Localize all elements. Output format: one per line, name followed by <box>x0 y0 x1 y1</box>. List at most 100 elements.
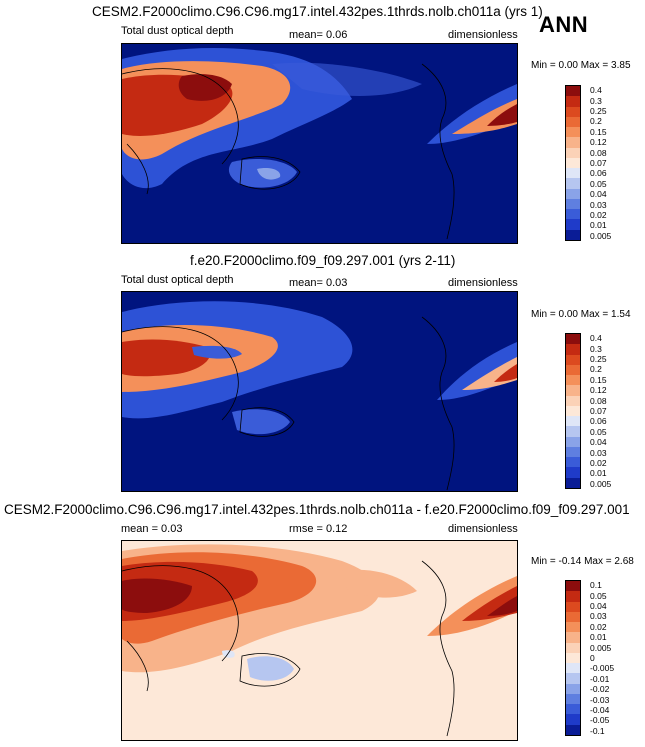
panel3-colorbar-cells <box>566 581 580 735</box>
panel2-colorbar-ticks: 0.4 0.3 0.25 0.2 0.15 0.12 0.08 0.07 0.06 0.05 0.0… <box>590 333 630 489</box>
colorbar-tick-label: -0.03 <box>590 694 610 705</box>
colorbar-tick-label: 0.4 <box>590 85 602 96</box>
panel1-map <box>121 43 518 244</box>
colorbar-tick-label: 0.03 <box>590 199 607 210</box>
colorbar-cell <box>566 157 580 169</box>
panel2-minmax: Min = 0.00 Max = 1.54 <box>531 309 631 320</box>
colorbar-cell <box>566 581 580 592</box>
colorbar-cell <box>566 693 580 705</box>
colorbar-tick-label: 0.3 <box>590 95 602 106</box>
colorbar-cell <box>566 168 580 179</box>
panel1-colorbar <box>565 85 581 241</box>
colorbar-tick-label: 0.05 <box>590 426 607 437</box>
colorbar-tick-label: 0.005 <box>590 230 612 241</box>
panel1-units: dimensionless <box>448 29 518 41</box>
colorbar-cell <box>566 198 580 210</box>
colorbar-tick-label: 0.25 <box>590 354 607 364</box>
colorbar-tick-label: 0.07 <box>590 406 607 416</box>
colorbar-tick-label: 0.04 <box>590 189 607 200</box>
colorbar-tick-label: -0.1 <box>590 725 605 736</box>
colorbar-tick-label: 0.05 <box>590 590 607 601</box>
panel2-colorbar-cells <box>566 334 580 488</box>
colorbar-cell <box>566 457 580 468</box>
colorbar-cell <box>566 188 580 199</box>
panel1-colorbar-cells <box>566 86 580 240</box>
colorbar-cell <box>566 673 580 684</box>
colorbar-cell <box>566 395 580 406</box>
colorbar-tick-label: 0.05 <box>590 178 607 189</box>
panel3-mean: mean = 0.03 <box>121 523 183 535</box>
panel1-mean: mean= 0.06 <box>289 29 348 41</box>
colorbar-cell <box>566 209 580 220</box>
colorbar-tick-label: 0.25 <box>590 106 607 116</box>
colorbar-tick-label: 0.03 <box>590 611 607 622</box>
panel2-colorbar <box>565 333 581 489</box>
panel3-colorbar-ticks: 0.1 0.05 0.04 0.03 0.02 0.01 0.005 0 -0.005 -0.01… <box>590 580 636 736</box>
panel3-colorbar <box>565 580 581 736</box>
panel1-title: CESM2.F2000climo.C96.C96.mg17.intel.432p… <box>92 4 543 19</box>
colorbar-cell <box>566 642 580 653</box>
panel2-mean: mean= 0.03 <box>289 277 348 289</box>
colorbar-cell <box>566 147 580 158</box>
colorbar-tick-label: -0.04 <box>590 705 610 715</box>
colorbar-cell <box>566 436 580 447</box>
colorbar-cell <box>566 405 580 417</box>
colorbar-cell <box>566 364 580 376</box>
colorbar-tick-label: 0.06 <box>590 168 607 179</box>
colorbar-tick-label: 0.12 <box>590 385 607 396</box>
colorbar-cell <box>566 127 580 138</box>
panel2-title: f.e20.F2000climo.f09_f09.297.001 (yrs 2-… <box>190 253 456 268</box>
colorbar-tick-label: 0.02 <box>590 458 607 468</box>
colorbar-cell <box>566 704 580 715</box>
colorbar-cell <box>566 106 580 117</box>
colorbar-cell <box>566 426 580 437</box>
panel1-colorbar-ticks: 0.4 0.3 0.25 0.2 0.15 0.12 0.08 0.07 0.06 0.05 0.0… <box>590 85 630 241</box>
panel2-units: dimensionless <box>448 277 518 289</box>
colorbar-tick-label: 0.04 <box>590 437 607 448</box>
colorbar-tick-label: 0.01 <box>590 468 607 479</box>
colorbar-cell <box>566 601 580 612</box>
colorbar-tick-label: 0.07 <box>590 158 607 168</box>
colorbar-tick-label: 0.12 <box>590 137 607 148</box>
colorbar-cell <box>566 354 580 365</box>
colorbar-tick-label: 0.2 <box>590 364 602 375</box>
season-label: ANN <box>539 12 589 37</box>
colorbar-tick-label: 0.2 <box>590 116 602 127</box>
colorbar-tick-label: 0.02 <box>590 621 607 632</box>
colorbar-cell <box>566 663 580 674</box>
colorbar-tick-label: 0.4 <box>590 333 602 344</box>
colorbar-tick-label: 0.3 <box>590 343 602 354</box>
colorbar-cell <box>566 86 580 97</box>
colorbar-cell <box>566 714 580 725</box>
colorbar-cell <box>566 116 580 128</box>
panel2-map <box>121 291 518 492</box>
colorbar-cell <box>566 416 580 427</box>
colorbar-cell <box>566 137 580 148</box>
colorbar-tick-label: 0.08 <box>590 395 607 406</box>
colorbar-cell <box>566 652 580 664</box>
colorbar-tick-label: 0.15 <box>590 374 607 385</box>
colorbar-tick-label: 0.03 <box>590 447 607 458</box>
colorbar-tick-label: 0 <box>590 653 595 663</box>
colorbar-cell <box>566 467 580 478</box>
panel1-field: Total dust optical depth <box>121 25 234 37</box>
colorbar-cell <box>566 385 580 396</box>
colorbar-cell <box>566 622 580 633</box>
colorbar-cell <box>566 178 580 189</box>
colorbar-tick-label: 0.15 <box>590 126 607 137</box>
panel3-title: CESM2.F2000climo.C96.C96.mg17.intel.432p… <box>4 502 630 517</box>
panel3-rmse: rmse = 0.12 <box>289 523 348 535</box>
colorbar-tick-label: 0.08 <box>590 147 607 158</box>
colorbar-tick-label: 0.01 <box>590 220 607 231</box>
colorbar-cell <box>566 219 580 230</box>
colorbar-tick-label: -0.05 <box>590 715 610 726</box>
panel3-minmax: Min = -0.14 Max = 2.68 <box>531 556 634 567</box>
panel3-units: dimensionless <box>448 523 518 535</box>
panel1-minmax: Min = 0.00 Max = 3.85 <box>531 60 631 71</box>
colorbar-cell <box>566 683 580 694</box>
colorbar-tick-label: 0.005 <box>590 642 612 653</box>
colorbar-cell <box>566 477 580 488</box>
colorbar-tick-label: 0.06 <box>590 416 607 427</box>
colorbar-tick-label: 0.02 <box>590 210 607 220</box>
colorbar-cell <box>566 591 580 602</box>
